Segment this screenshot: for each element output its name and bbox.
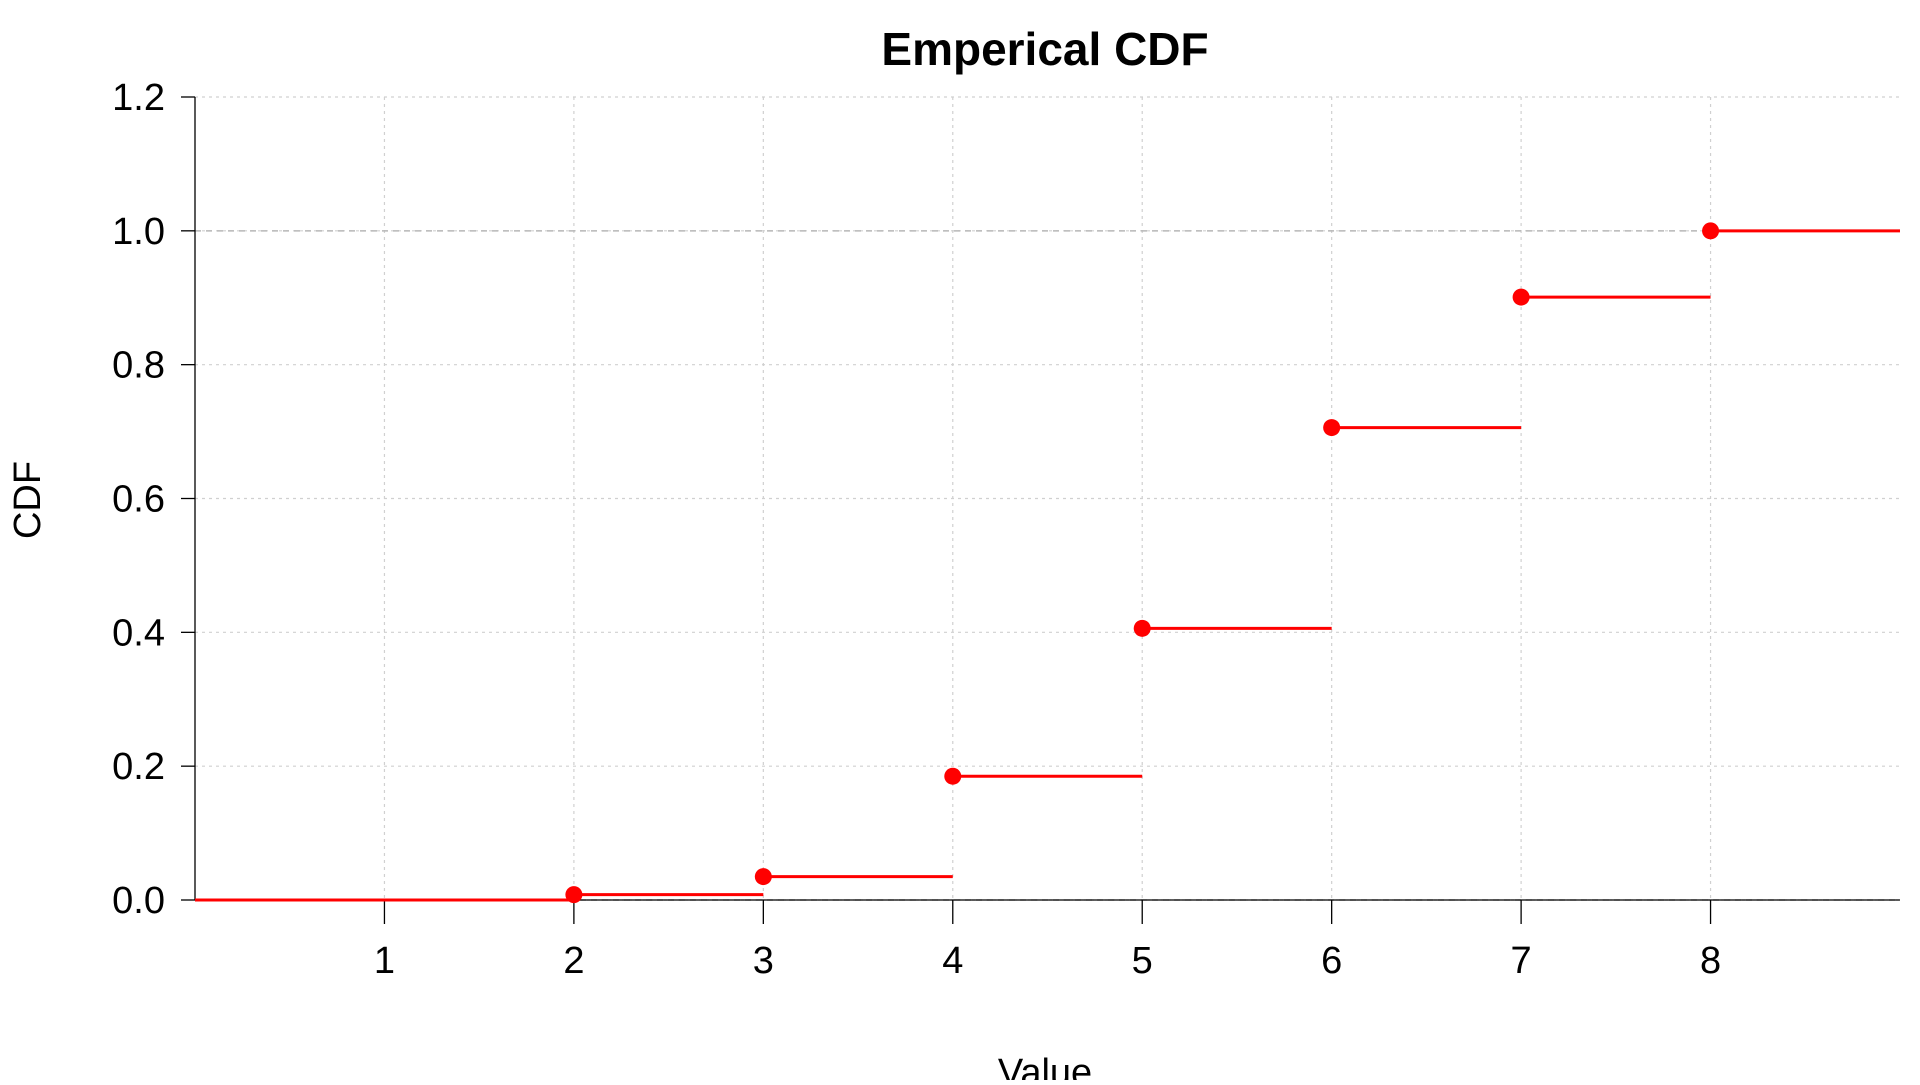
ecdf-series (195, 222, 1900, 904)
y-tick-label: 1.0 (112, 211, 165, 253)
step-point (1702, 222, 1720, 240)
grid-layer (195, 96, 1900, 901)
step-point (944, 767, 962, 785)
reference-lines (195, 230, 1900, 901)
axes: 0.0 0.2 0.4 0.6 0.8 1.0 1.2 1 2 3 4 5 6 7 8 (112, 77, 1900, 982)
x-tick-label: 6 (1321, 940, 1342, 982)
step-point (1512, 288, 1530, 306)
x-tick-label: 8 (1700, 940, 1721, 982)
chart-title: Emperical CDF (881, 23, 1208, 75)
x-tick-label: 4 (942, 940, 963, 982)
y-tick-label: 0.6 (112, 479, 165, 521)
x-tick-label: 7 (1511, 940, 1532, 982)
x-tick-label: 3 (753, 940, 774, 982)
x-axis-label: Value (998, 1052, 1092, 1080)
y-tick-label: 0.8 (112, 345, 165, 387)
step-point (754, 868, 772, 886)
y-tick-label: 1.2 (112, 77, 165, 119)
y-axis-label: CDF (7, 461, 49, 539)
x-tick-label: 5 (1132, 940, 1153, 982)
step-point (565, 886, 583, 904)
step-point (1133, 619, 1151, 637)
y-tick-label: 0.2 (112, 746, 165, 788)
y-tick-label: 0.0 (112, 880, 165, 922)
x-tick-label: 2 (563, 940, 584, 982)
y-tick-label: 0.4 (112, 612, 165, 654)
x-tick-label: 1 (374, 940, 395, 982)
step-point (1323, 419, 1341, 437)
